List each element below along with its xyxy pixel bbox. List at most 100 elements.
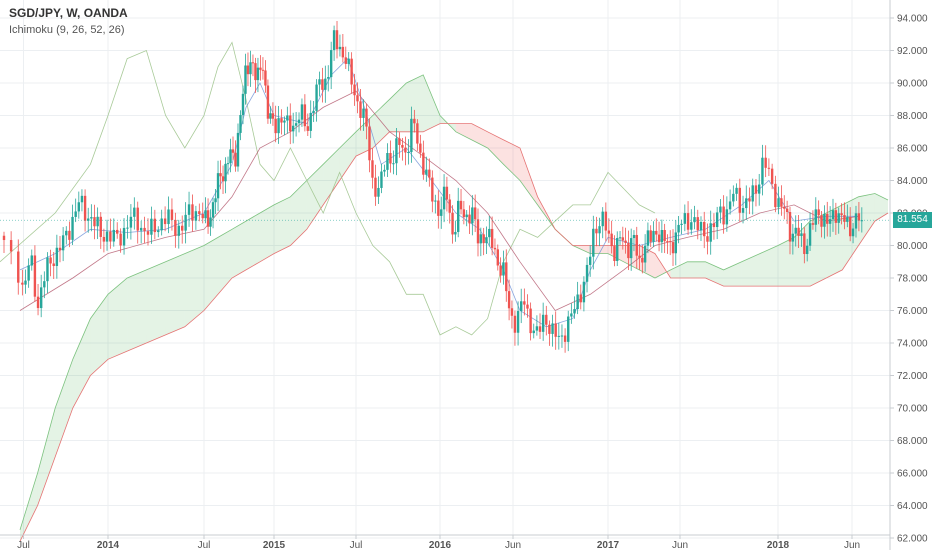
cloud-bearish-segment (520, 148, 538, 205)
candle-up (532, 330, 535, 334)
candle-up (214, 198, 217, 203)
candle-down (280, 118, 283, 123)
candle-down (712, 223, 716, 228)
candle-down (785, 208, 789, 212)
candle-down (510, 308, 514, 316)
candle-up (309, 112, 312, 131)
candle-down (738, 187, 741, 213)
candle-up (157, 230, 160, 233)
candle-up (24, 280, 27, 285)
candle-up (541, 314, 545, 332)
candle-down (259, 67, 262, 70)
candle-up (683, 213, 687, 224)
candle-down (49, 257, 52, 264)
candle-up (831, 210, 835, 220)
candle-up (677, 224, 680, 233)
candle-down (68, 230, 71, 240)
candle-up (485, 237, 488, 244)
candle-up (229, 149, 232, 164)
candle-down (335, 30, 339, 50)
candle-up (112, 229, 115, 242)
candle-up (440, 209, 443, 216)
candle-down (251, 62, 255, 64)
candle-down (445, 186, 449, 200)
cloud-bullish-segment (874, 193, 888, 222)
candle-down (671, 242, 675, 254)
candle-up (46, 257, 49, 282)
candle-down (136, 207, 139, 231)
candle-down (201, 214, 204, 219)
candle-down (419, 143, 422, 153)
candle-up (758, 184, 761, 194)
candle-down (58, 247, 62, 251)
candle-up (709, 223, 712, 242)
candle-up (751, 185, 754, 202)
candle-down (473, 207, 477, 220)
cloud-bullish-segment (165, 253, 185, 335)
y-tick-label: 88.000 (897, 111, 928, 122)
candle-down (289, 115, 292, 132)
candle-up (392, 163, 395, 165)
candle-down (507, 291, 511, 309)
cloud-bullish-segment (274, 196, 291, 254)
candle-down (817, 209, 820, 216)
candle-up (535, 326, 539, 331)
candle-down (811, 223, 815, 225)
cloud-bearish-segment (487, 131, 504, 165)
candle-up (184, 214, 187, 231)
candle-up (150, 218, 153, 235)
cloud-bullish-segment (372, 99, 390, 148)
candle-up (425, 169, 428, 175)
candle-up (224, 163, 227, 182)
candle-down (774, 183, 777, 208)
candle-down (174, 219, 177, 236)
candle-down (595, 228, 598, 234)
candle-up (680, 223, 683, 225)
candle-up (209, 217, 212, 227)
candle-up (643, 245, 647, 263)
candle-up (407, 152, 410, 154)
candle-down (669, 241, 672, 243)
candle-down (102, 236, 106, 242)
candle-down (303, 104, 307, 127)
candle-up (300, 104, 304, 120)
candle-down (261, 69, 265, 71)
candle-down (638, 255, 641, 258)
candle-down (344, 57, 347, 64)
candle-up (167, 209, 170, 225)
candle-down (767, 167, 771, 169)
candle-up (332, 30, 336, 51)
candle-down (341, 46, 345, 58)
candle-up (39, 287, 43, 309)
candle-down (153, 218, 157, 233)
symbol-title: SGD/JPY, W, OANDA (9, 6, 128, 20)
cloud-bullish-segment (246, 213, 260, 270)
candle-up (377, 187, 380, 197)
cloud-bullish-segment (55, 359, 73, 457)
candle-down (610, 233, 613, 247)
candle-down (468, 214, 471, 224)
candle-down (146, 231, 150, 235)
chikou-span-line (0, 41, 656, 336)
candle-down (848, 217, 852, 237)
y-tick-label: 90.000 (897, 79, 928, 90)
candle-down (413, 118, 416, 124)
cloud-bullish-segment (260, 204, 274, 262)
candle-up (194, 211, 198, 221)
x-tick-label: 2014 (97, 540, 120, 550)
y-tick-label: 74.000 (897, 339, 928, 350)
candle-down (219, 173, 222, 177)
candle-down (649, 230, 652, 242)
candle-up (479, 234, 483, 244)
cloud-bullish-segment (741, 253, 760, 287)
cloud-bearish-segment (590, 245, 608, 254)
indicator-label: Ichimoku (9, 26, 52, 26) (9, 24, 125, 36)
candle-down (696, 217, 699, 231)
candle-up (823, 213, 826, 227)
cloud-bullish-segment (858, 193, 875, 246)
cloud-bullish-segment (204, 237, 218, 311)
candle-down (526, 304, 529, 309)
last-price-badge: 81.554 (893, 212, 932, 229)
candle-down (663, 230, 666, 242)
candle-up (383, 169, 386, 172)
